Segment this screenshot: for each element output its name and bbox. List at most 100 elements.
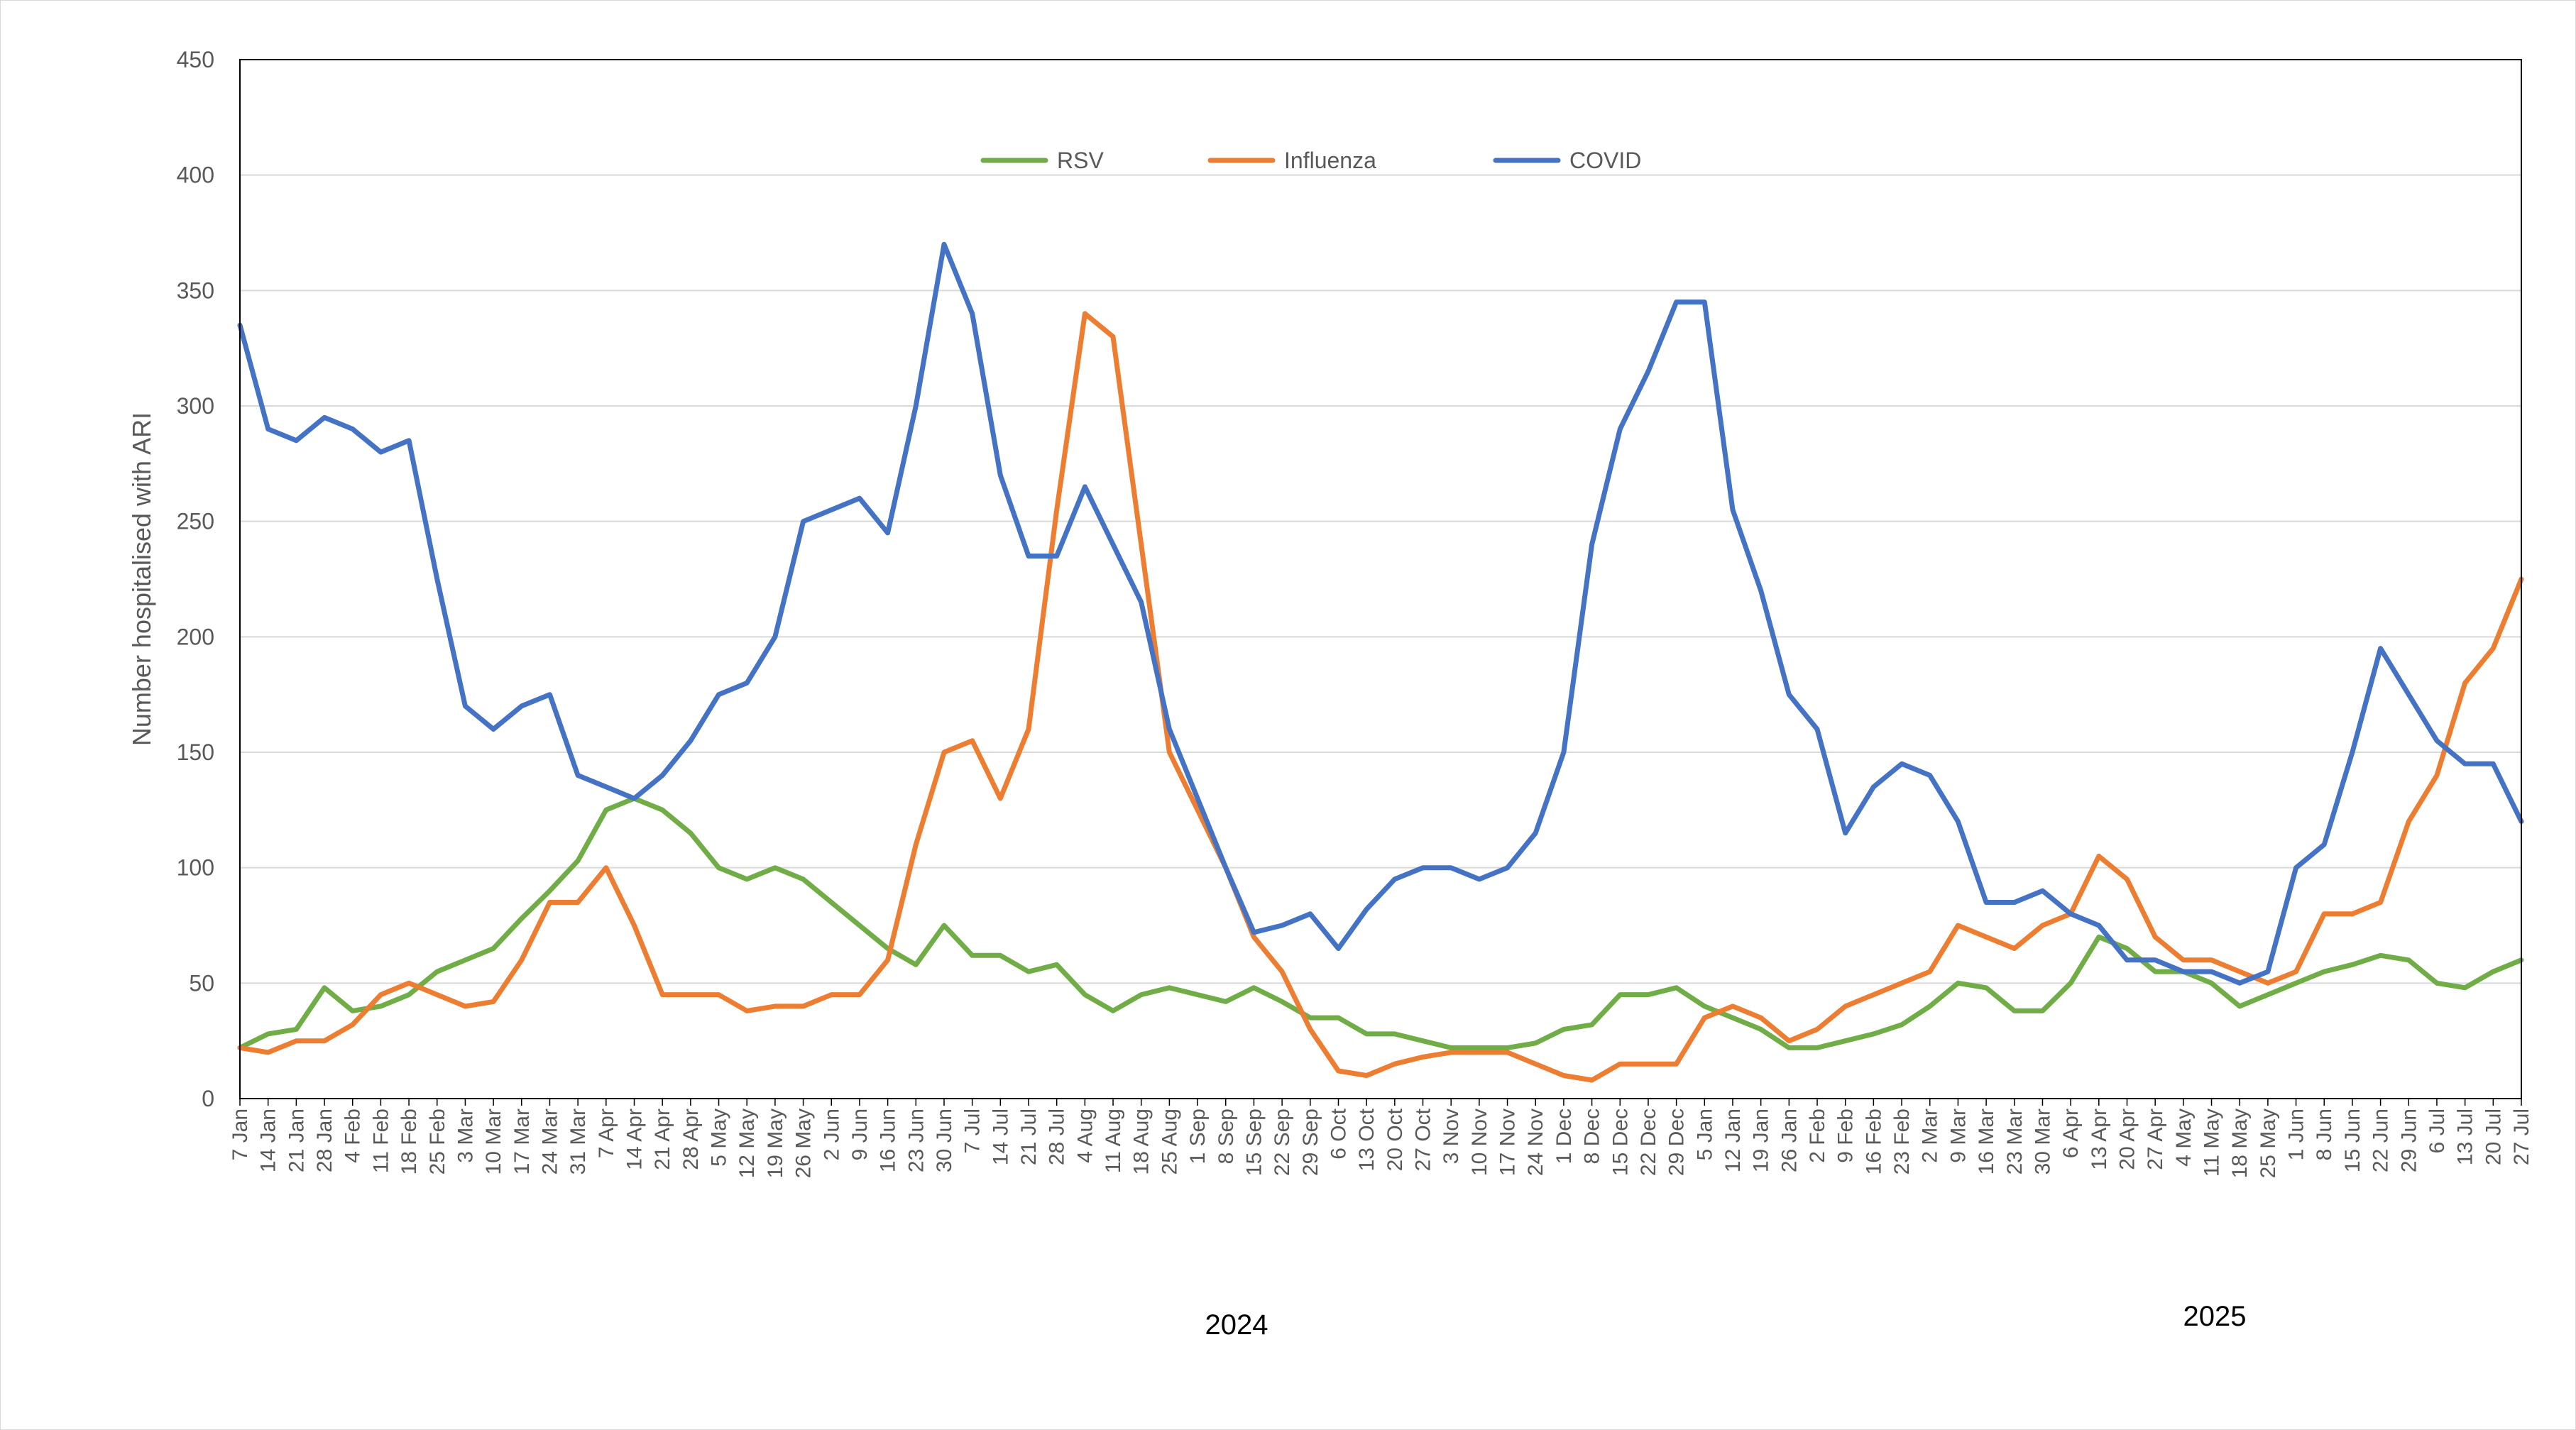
x-tick-label: 11 Feb — [369, 1109, 393, 1173]
x-tick-label: 23 Jun — [904, 1109, 928, 1172]
x-tick-label: 29 Sep — [1299, 1109, 1322, 1176]
x-tick-label: 9 Feb — [1834, 1109, 1858, 1163]
x-tick-label: 11 May — [2200, 1109, 2224, 1177]
x-tick-label: 15 Sep — [1242, 1109, 1266, 1176]
y-axis-ticks: 0 50 100 150 200 250 300 350 400 450 — [177, 47, 214, 1111]
x-tick-label: 27 Jul — [2510, 1109, 2533, 1165]
x-tick-label: 19 Jan — [1750, 1109, 1773, 1172]
x-tick-label: 21 Jan — [285, 1109, 308, 1172]
x-tick-label: 1 Dec — [1552, 1109, 1576, 1164]
x-tick-label: 24 Mar — [538, 1109, 561, 1175]
x-tick-label: 20 Apr — [2115, 1109, 2139, 1170]
y-tick-label: 0 — [202, 1086, 214, 1111]
legend: RSV Influenza COVID — [983, 148, 1641, 173]
y-tick-label: 100 — [177, 855, 214, 881]
x-tick-label: 21 Jul — [1017, 1109, 1041, 1165]
x-tick-label: 7 Jul — [961, 1109, 985, 1153]
y-tick-label: 350 — [177, 277, 214, 303]
line-chart: 050100150200250300350400450 7 Jan 14 Jan 2… — [0, 0, 2576, 1430]
x-tick-label: 28 Jan — [313, 1109, 336, 1172]
x-tick-label: 28 Jul — [1046, 1109, 1069, 1165]
x-tick-label: 8 Jun — [2313, 1109, 2336, 1160]
legend-label-rsv: RSV — [1057, 148, 1104, 173]
x-tick-label: 28 Apr — [679, 1109, 703, 1170]
x-tick-label: 1 Sep — [1186, 1109, 1210, 1164]
legend-label-influenza: Influenza — [1284, 148, 1376, 173]
year-label-2025: 2025 — [2183, 1301, 2247, 1332]
x-tick-label: 16 Mar — [1975, 1109, 1998, 1175]
x-tick-label: 27 Apr — [2144, 1109, 2167, 1170]
x-tick-label: 18 Aug — [1130, 1109, 1153, 1175]
x-tick-label: 26 May — [792, 1109, 816, 1178]
x-tick-label: 23 Feb — [1890, 1109, 1914, 1175]
x-tick-label: 9 Mar — [1946, 1109, 1970, 1163]
y-tick-label: 450 — [177, 47, 214, 72]
x-tick-label: 22 Jun — [2369, 1109, 2393, 1172]
x-tick-label: 25 May — [2257, 1109, 2280, 1178]
series-line-covid — [240, 244, 2521, 983]
x-tick-label: 2 Feb — [1806, 1109, 1829, 1163]
year-label-2024: 2024 — [1205, 1309, 1268, 1341]
x-tick-label: 4 Aug — [1073, 1109, 1097, 1163]
x-tick-label: 29 Dec — [1665, 1109, 1689, 1176]
x-tick-label: 4 Feb — [341, 1109, 365, 1163]
x-tick-label: 20 Oct — [1383, 1108, 1407, 1171]
x-tick-label: 10 Nov — [1468, 1109, 1491, 1176]
x-tick-label: 22 Dec — [1637, 1109, 1660, 1176]
x-tick-label: 12 Jan — [1721, 1109, 1745, 1172]
x-tick-label: 15 Dec — [1608, 1109, 1632, 1176]
x-tick-label: 5 May — [708, 1109, 731, 1167]
x-tick-label: 17 Nov — [1496, 1109, 1520, 1176]
x-tick-label: 30 Jun — [933, 1109, 956, 1172]
x-tick-label: 18 May — [2228, 1109, 2252, 1178]
plot-area-border — [240, 60, 2521, 1099]
x-tick-label: 13 Jul — [2454, 1109, 2477, 1165]
x-tick-label: 7 Apr — [595, 1109, 618, 1158]
x-tick-label: 18 Feb — [398, 1109, 421, 1175]
x-tick-label: 13 Oct — [1355, 1108, 1379, 1171]
x-tick-label: 31 Mar — [566, 1109, 590, 1175]
series-lines — [240, 244, 2521, 1080]
x-tick-label: 8 Sep — [1215, 1109, 1238, 1164]
x-tick-label: 29 Jun — [2397, 1109, 2421, 1172]
x-tick-label: 6 Apr — [2059, 1109, 2083, 1158]
x-tick-label: 23 Mar — [2003, 1109, 2027, 1175]
x-tick-label: 16 Feb — [1862, 1109, 1885, 1175]
x-tick-label: 6 Oct — [1327, 1108, 1350, 1159]
y-tick-label: 150 — [177, 739, 214, 765]
series-line-rsv — [240, 798, 2521, 1047]
x-tick-label: 13 Apr — [2088, 1109, 2111, 1170]
x-tick-label: 11 Aug — [1102, 1109, 1125, 1173]
x-tick-label: 6 Jul — [2426, 1109, 2449, 1153]
gridlines — [240, 175, 2521, 984]
x-tick-label: 9 Jun — [848, 1109, 872, 1160]
x-tick-label: 20 Jul — [2482, 1109, 2505, 1165]
x-tick-label: 22 Sep — [1271, 1109, 1294, 1176]
x-tick-label: 30 Mar — [2031, 1109, 2054, 1175]
x-tick-label: 24 Nov — [1524, 1109, 1547, 1176]
x-tick-label: 21 Apr — [651, 1109, 674, 1170]
x-tick-label: 15 Jun — [2341, 1109, 2364, 1172]
y-tick-label: 300 — [177, 393, 214, 419]
y-tick-label: 400 — [177, 163, 214, 188]
x-tick-label: 25 Feb — [426, 1109, 449, 1175]
x-tick-label: 14 Jan — [257, 1109, 280, 1172]
x-tick-label: 2 Mar — [1919, 1109, 1942, 1163]
x-tick-label: 3 Mar — [454, 1109, 477, 1163]
x-tick-label: 12 May — [735, 1109, 759, 1178]
x-tick-label: 17 Mar — [510, 1109, 534, 1175]
x-tick-label: 25 Aug — [1158, 1109, 1181, 1175]
x-tick-label: 3 Nov — [1440, 1109, 1463, 1164]
x-tick-label: 2 Jun — [820, 1109, 843, 1160]
x-tick-label: 4 May — [2172, 1109, 2196, 1167]
x-tick-label: 10 Mar — [482, 1109, 505, 1175]
x-tick-label: 26 Jan — [1777, 1109, 1801, 1172]
series-line-influenza — [240, 314, 2521, 1080]
x-tick-label: 1 Jun — [2285, 1109, 2308, 1160]
x-tick-label: 5 Jan — [1693, 1109, 1716, 1160]
y-axis-title: Number hospitalised with ARI — [127, 412, 156, 746]
x-tick-label: 14 Apr — [623, 1109, 647, 1170]
legend-label-covid: COVID — [1569, 148, 1641, 173]
x-tick-label: 27 Oct — [1412, 1108, 1435, 1171]
x-tick-label: 7 Jan — [229, 1109, 252, 1160]
